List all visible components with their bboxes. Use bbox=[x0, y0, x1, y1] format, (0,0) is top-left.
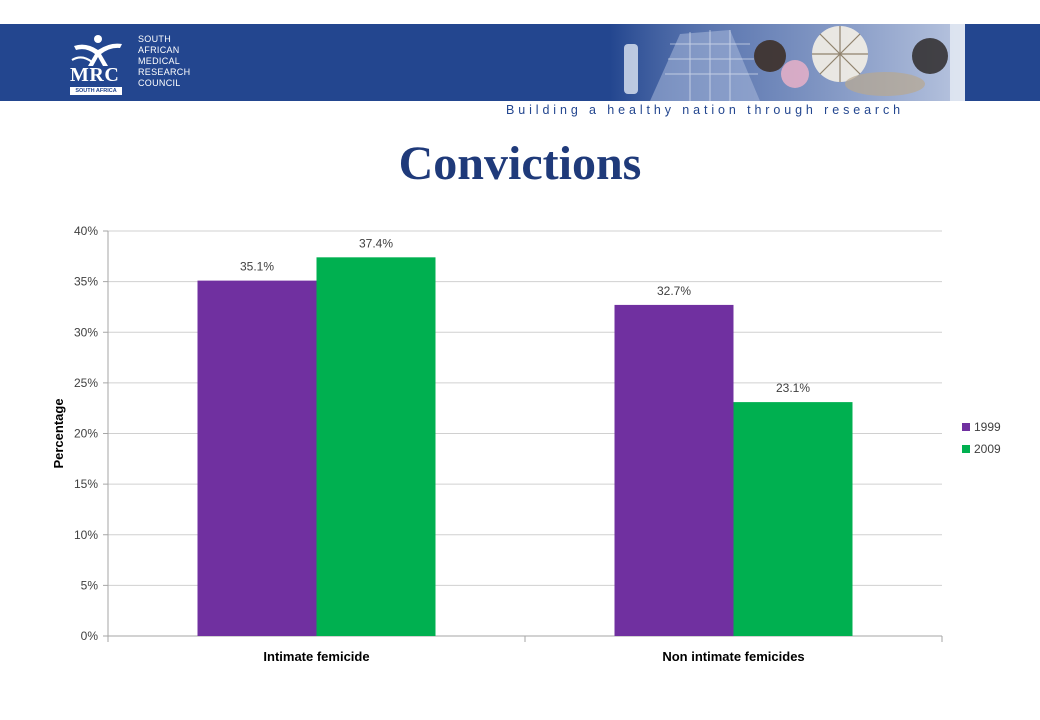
tagline: Building a healthy nation through resear… bbox=[506, 103, 904, 117]
bar-chart: 0% 5% 10% 15% 20% 25% 30% 35% 40% Percentage 35.1… bbox=[51, 224, 1001, 664]
legend-swatch bbox=[962, 445, 970, 453]
flower-icon bbox=[781, 60, 809, 88]
y-tick-label: 30% bbox=[74, 325, 98, 339]
bar bbox=[733, 402, 853, 636]
chart-labels: 35.1% 37.4% Intimate femicide 32.7% 23.1% Non… bbox=[240, 236, 810, 664]
chart-legend: 1999 2009 bbox=[962, 420, 1001, 456]
person-photo-icon bbox=[754, 40, 786, 72]
y-tick-label: 10% bbox=[74, 528, 98, 542]
y-tick-label: 5% bbox=[81, 578, 99, 592]
x-tick-label: Non intimate femicides bbox=[662, 649, 804, 664]
org-name-line: COUNCIL bbox=[138, 78, 181, 88]
legend-label: 1999 bbox=[974, 420, 1001, 434]
slide-title: Convictions bbox=[398, 137, 642, 190]
org-name-line: MEDICAL bbox=[138, 56, 181, 66]
header-photo-collage bbox=[610, 24, 965, 101]
data-label: 35.1% bbox=[240, 260, 274, 274]
bar bbox=[316, 257, 436, 636]
org-name: SOUTH AFRICAN MEDICAL RESEARCH COUNCIL bbox=[138, 34, 190, 89]
y-tick-label: 0% bbox=[81, 629, 99, 643]
scientist-photo-icon bbox=[912, 38, 948, 74]
y-tick-label: 15% bbox=[74, 477, 98, 491]
data-label: 32.7% bbox=[657, 284, 691, 298]
org-name-line: AFRICAN bbox=[138, 45, 180, 55]
y-tick-label: 40% bbox=[74, 224, 98, 238]
bar bbox=[197, 280, 317, 636]
mrc-logo-figure-icon bbox=[71, 35, 122, 66]
y-tick-label: 25% bbox=[74, 376, 98, 390]
org-name-line: RESEARCH bbox=[138, 67, 191, 77]
y-axis-title: Percentage bbox=[51, 398, 66, 468]
org-name-line: SOUTH bbox=[138, 34, 171, 44]
mrc-logo: MRC SOUTH AFRICA SOUTH AFRICAN MEDICAL R… bbox=[64, 30, 264, 96]
data-label: 37.4% bbox=[359, 236, 393, 250]
logo-south-africa-text: SOUTH AFRICA bbox=[70, 87, 122, 95]
data-label: 23.1% bbox=[776, 381, 810, 395]
logo-mrc-text: MRC bbox=[70, 64, 120, 86]
y-tick-label: 20% bbox=[74, 427, 98, 441]
bar bbox=[614, 304, 734, 636]
x-tick-label: Intimate femicide bbox=[263, 649, 369, 664]
legend-swatch bbox=[962, 423, 970, 431]
vial-icon bbox=[624, 44, 638, 94]
y-tick-label: 35% bbox=[74, 275, 98, 289]
header-banner: MRC SOUTH AFRICA SOUTH AFRICAN MEDICAL R… bbox=[0, 24, 1040, 101]
chart-bars bbox=[197, 257, 853, 636]
legend-label: 2009 bbox=[974, 442, 1001, 456]
